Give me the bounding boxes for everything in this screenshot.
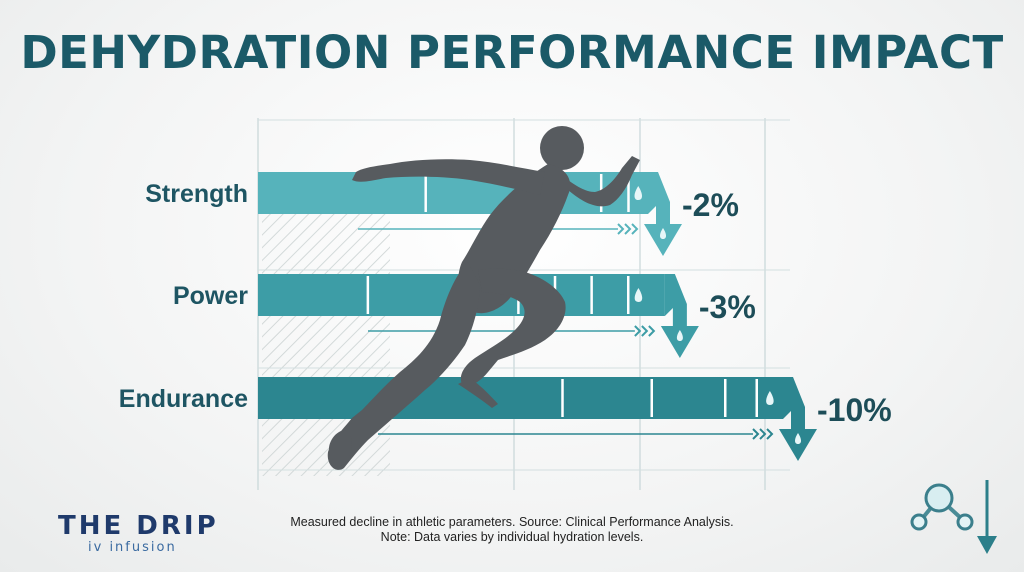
logo-sub-text: iv infusion — [88, 540, 177, 555]
category-label-endurance: Endurance — [119, 385, 248, 413]
chevron-icon — [631, 223, 639, 235]
molecule-icon — [910, 480, 997, 554]
chevron-icon — [634, 325, 642, 337]
runner-silhouette-icon — [327, 126, 640, 470]
page-title: DEHYDRATION PERFORMANCE IMPACT — [20, 26, 1004, 79]
water-drop-icon — [634, 186, 642, 200]
logo-main-text: THE DRIP — [58, 511, 219, 541]
footnote: Measured decline in athletic parameters.… — [262, 515, 762, 545]
down-arrow-icon — [660, 274, 699, 358]
chevron-icon — [752, 428, 760, 440]
value-label-power: -3% — [699, 289, 756, 325]
chevron-icon — [624, 223, 632, 235]
water-drop-icon — [634, 288, 643, 302]
water-drop-icon — [795, 433, 801, 444]
chevron-icon — [759, 428, 767, 440]
value-label-strength: -2% — [682, 187, 739, 223]
down-arrow-icon — [779, 377, 817, 461]
water-drop-icon — [660, 228, 666, 239]
category-label-strength: Strength — [145, 180, 248, 208]
water-drop-icon — [766, 391, 774, 405]
value-label-endurance: -10% — [817, 392, 892, 428]
water-drop-icon — [676, 330, 683, 341]
chevron-icon — [766, 428, 774, 440]
chevron-icon — [641, 325, 649, 337]
bar-endurance — [258, 377, 783, 419]
down-arrow-icon — [644, 172, 682, 256]
footnote-line-2: Note: Data varies by individual hydratio… — [380, 530, 644, 544]
chevron-icon — [617, 223, 625, 235]
chevron-icon — [648, 325, 656, 337]
category-label-power: Power — [173, 282, 248, 310]
brand-logo: THE DRIP iv infusion — [58, 512, 228, 556]
footnote-line-1: Measured decline in athletic parameters.… — [290, 515, 734, 529]
